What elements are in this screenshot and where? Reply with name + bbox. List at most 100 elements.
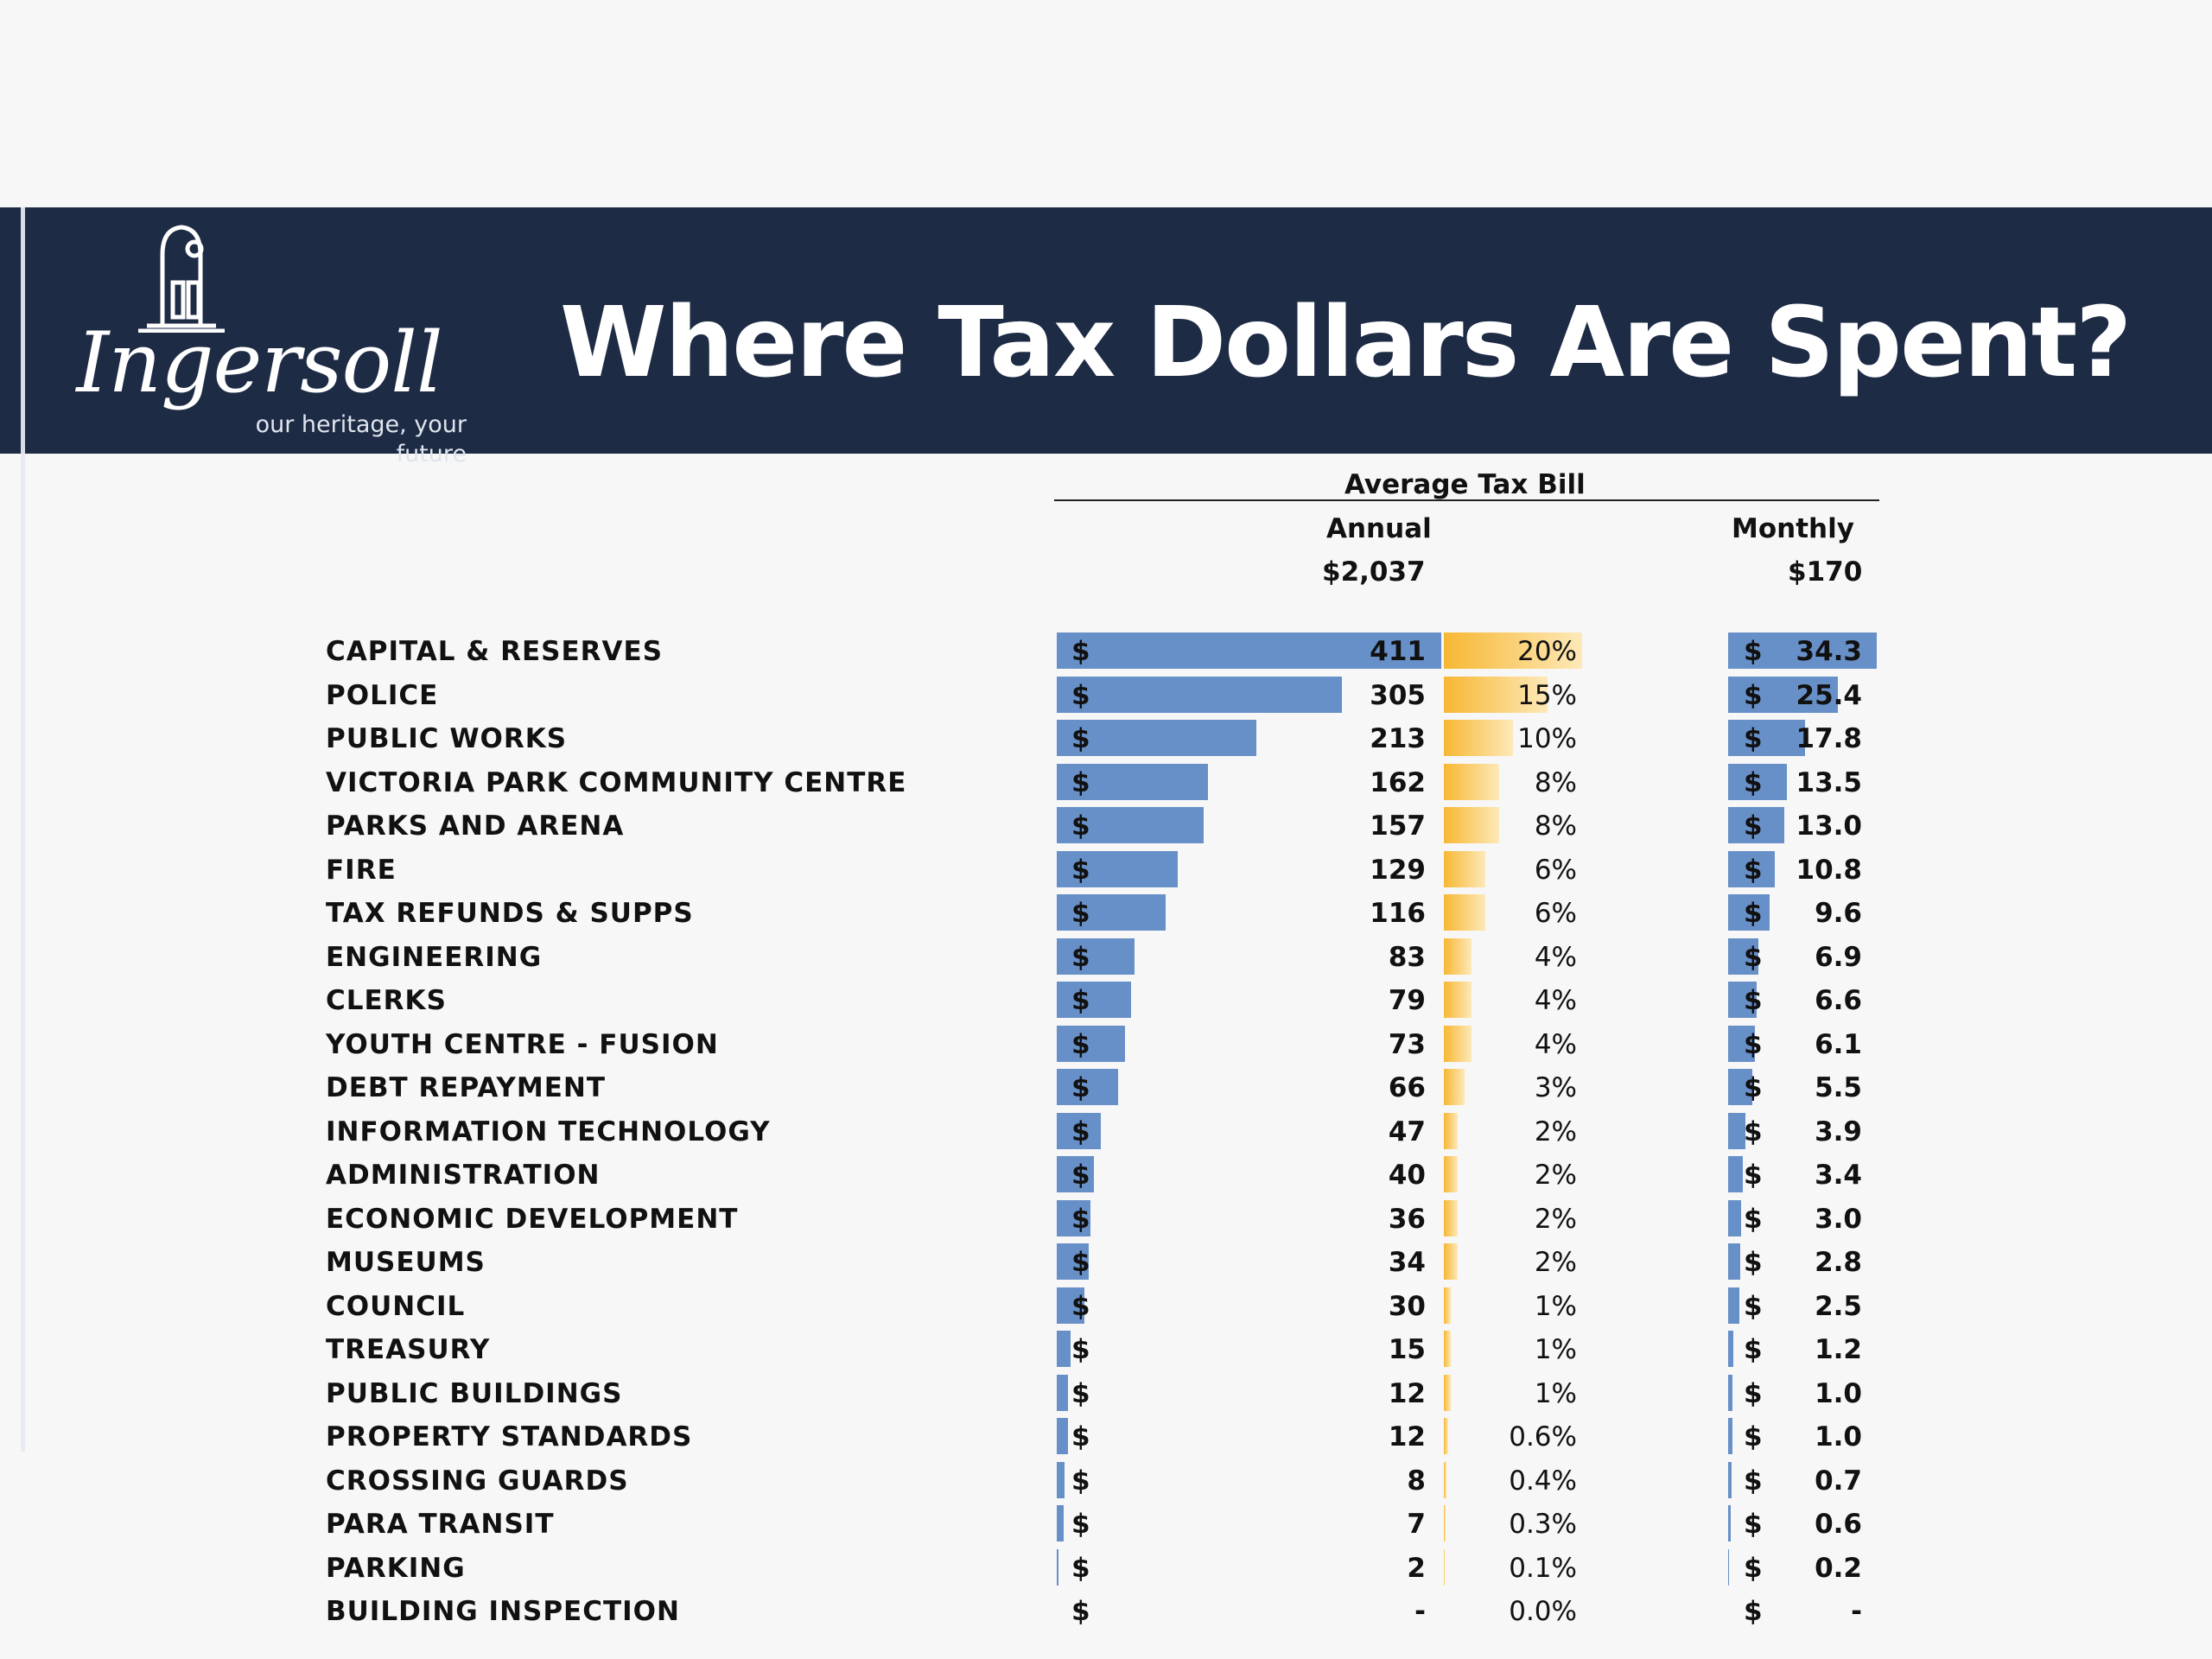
monthly-bar	[1728, 1374, 1732, 1411]
monthly-value: 5.5	[1815, 1072, 1862, 1103]
annual-bar	[1057, 1374, 1068, 1411]
annual-value: -	[1414, 1596, 1426, 1627]
annual-bar	[1057, 1025, 1126, 1062]
category-label: PUBLIC BUILDINGS	[326, 1377, 623, 1409]
percent-bar	[1444, 1331, 1451, 1367]
annual-value: 66	[1388, 1072, 1426, 1103]
annual-currency: $	[1071, 1509, 1090, 1540]
category-label: BUILDING INSPECTION	[326, 1596, 680, 1627]
group-header: Average Tax Bill	[1344, 469, 1586, 500]
logo-tagline: our heritage, your future	[255, 411, 467, 467]
category-label: POLICE	[326, 679, 439, 711]
percent-bar	[1444, 1505, 1446, 1541]
monthly-currency: $	[1744, 679, 1763, 711]
monthly-value: 3.4	[1815, 1160, 1862, 1191]
category-label: PARKING	[326, 1552, 466, 1584]
annual-bar	[1057, 807, 1204, 843]
category-label: ECONOMIC DEVELOPMENT	[326, 1203, 739, 1235]
annual-bar	[1057, 676, 1343, 713]
monthly-currency: $	[1744, 1509, 1763, 1540]
monthly-bar	[1728, 632, 1877, 669]
annual-value: 83	[1388, 941, 1426, 973]
annual-bar	[1057, 850, 1178, 887]
percent-value: 0.1%	[1509, 1552, 1577, 1584]
monthly-currency: $	[1744, 1377, 1763, 1409]
annual-currency: $	[1071, 941, 1090, 973]
category-label: YOUTH CENTRE - FUSION	[326, 1028, 719, 1060]
annual-value: 73	[1388, 1028, 1426, 1060]
monthly-bar	[1728, 982, 1758, 1018]
monthly-value: 34.3	[1796, 636, 1863, 667]
category-label: TAX REFUNDS & SUPPS	[326, 898, 694, 929]
annual-bar	[1057, 1156, 1095, 1192]
percent-bar	[1444, 1069, 1465, 1105]
percent-value: 1%	[1534, 1334, 1577, 1365]
annual-currency: $	[1071, 1072, 1090, 1103]
annual-bar	[1057, 1243, 1089, 1280]
monthly-bar	[1728, 938, 1758, 975]
monthly-currency: $	[1744, 1290, 1763, 1322]
annual-value: 116	[1370, 898, 1426, 929]
percent-value: 4%	[1534, 1028, 1577, 1060]
monthly-value: -	[1851, 1596, 1862, 1627]
category-label: ENGINEERING	[326, 941, 543, 973]
annual-currency: $	[1071, 1465, 1090, 1497]
percent-bar	[1444, 763, 1499, 800]
annual-currency: $	[1071, 723, 1090, 754]
category-label: PROPERTY STANDARDS	[326, 1421, 693, 1452]
annual-column-header: Annual	[1326, 513, 1432, 544]
annual-currency: $	[1071, 766, 1090, 798]
monthly-value: 2.8	[1815, 1247, 1862, 1278]
monthly-currency: $	[1744, 1334, 1763, 1365]
monthly-column-header: Monthly	[1732, 513, 1854, 544]
monthly-currency: $	[1744, 1072, 1763, 1103]
category-label: FIRE	[326, 854, 397, 886]
percent-bar	[1444, 1112, 1458, 1149]
annual-currency: $	[1071, 1290, 1090, 1322]
monthly-bar	[1728, 1069, 1752, 1105]
monthly-currency: $	[1744, 1421, 1763, 1452]
category-label: COUNCIL	[326, 1290, 466, 1322]
annual-bar	[1057, 1199, 1090, 1236]
percent-bar	[1444, 720, 1513, 756]
percent-value: 0.0%	[1509, 1596, 1577, 1627]
percent-value: 4%	[1534, 941, 1577, 973]
monthly-bar	[1728, 1025, 1755, 1062]
percent-value: 10%	[1517, 723, 1577, 754]
monthly-currency: $	[1744, 898, 1763, 929]
monthly-bar	[1728, 1287, 1739, 1324]
annual-bar	[1057, 1505, 1064, 1541]
annual-currency: $	[1071, 985, 1090, 1016]
percent-value: 8%	[1534, 766, 1577, 798]
annual-value: 40	[1388, 1160, 1426, 1191]
annual-value: 12	[1388, 1377, 1426, 1409]
monthly-currency: $	[1744, 1247, 1763, 1278]
monthly-value: 1.2	[1815, 1334, 1862, 1365]
percent-value: 6%	[1534, 898, 1577, 929]
annual-currency: $	[1071, 1116, 1090, 1147]
percent-value: 20%	[1517, 636, 1577, 667]
monthly-value: 2.5	[1815, 1290, 1862, 1322]
monthly-total: $170	[1788, 556, 1863, 588]
percent-bar	[1444, 1243, 1458, 1280]
annual-value: 30	[1388, 1290, 1426, 1322]
percent-bar	[1444, 1461, 1447, 1498]
percent-bar	[1444, 894, 1485, 931]
annual-value: 34	[1388, 1247, 1426, 1278]
percent-value: 8%	[1534, 810, 1577, 842]
category-label: DEBT REPAYMENT	[326, 1072, 606, 1103]
percent-value: 2%	[1534, 1116, 1577, 1147]
annual-currency: $	[1071, 810, 1090, 842]
monthly-value: 13.0	[1796, 810, 1863, 842]
percent-bar	[1444, 938, 1471, 975]
annual-value: 15	[1388, 1334, 1426, 1365]
monthly-currency: $	[1744, 723, 1763, 754]
percent-value: 2%	[1534, 1160, 1577, 1191]
annual-currency: $	[1071, 1421, 1090, 1452]
percent-value: 15%	[1517, 679, 1577, 711]
monthly-value: 17.8	[1796, 723, 1863, 754]
category-label: PARA TRANSIT	[326, 1509, 555, 1540]
monthly-bar	[1728, 676, 1839, 713]
monthly-bar	[1728, 1156, 1744, 1192]
monthly-currency: $	[1744, 810, 1763, 842]
